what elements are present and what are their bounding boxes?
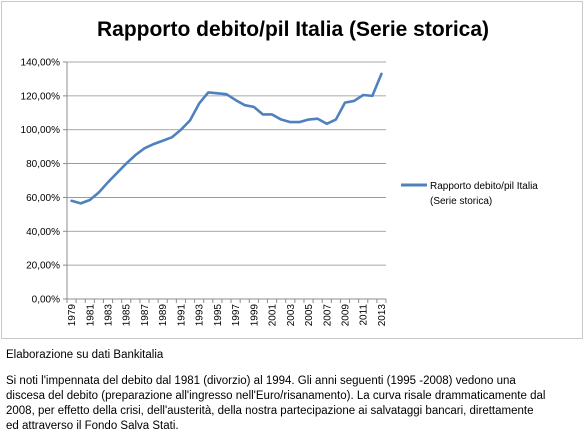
gridlines xyxy=(67,61,386,266)
x-tick-label: 1991 xyxy=(176,304,187,327)
caption: Si noti l'impennata del debito dal 1981 … xyxy=(6,374,582,434)
series-line xyxy=(70,72,383,205)
x-tick-label: 2003 xyxy=(286,304,297,327)
caption-line: 2008, per effetto della crisi, dell'aust… xyxy=(6,405,534,417)
y-tick-label: 140,00% xyxy=(21,58,61,69)
y-tick-label: 120,00% xyxy=(21,91,61,102)
x-tick-label: 1983 xyxy=(104,304,115,327)
legend-label-line-2: (Serie storica) xyxy=(430,196,492,207)
y-tick-label: 0,00% xyxy=(32,295,60,306)
y-tick-label: 40,00% xyxy=(26,227,60,238)
y-axis: 0,00% 20,00% 40,00% 60,00% 80,00% 100,00% 120,… xyxy=(21,58,68,306)
x-tick-label: 1989 xyxy=(158,304,169,327)
x-tick-label: 2007 xyxy=(322,304,333,327)
x-tick-label: 2009 xyxy=(340,304,351,327)
y-tick-label: 80,00% xyxy=(26,159,60,170)
legend: Rapporto debito/pil Italia (Serie storic… xyxy=(401,181,538,207)
y-tick-label: 20,00% xyxy=(26,261,60,272)
x-tick-label: 1993 xyxy=(195,304,206,327)
y-tick-label: 100,00% xyxy=(21,125,61,136)
series-layer xyxy=(70,72,383,205)
caption-line: ed attraverso il Fondo Salva Stati. xyxy=(6,420,179,432)
x-axis: 1979 1981 1983 1985 1987 1989 1991 1993 1995 1997… xyxy=(66,298,388,327)
x-tick-label: 1997 xyxy=(231,304,242,327)
x-tick-label: 2001 xyxy=(268,304,279,327)
x-tick-label: 2005 xyxy=(304,304,315,327)
x-tick-label: 1979 xyxy=(67,304,78,327)
y-tick-label: 60,00% xyxy=(26,193,60,204)
x-tick-label: 1987 xyxy=(140,304,151,327)
x-tick-label: 1981 xyxy=(85,304,96,327)
line-chart: Rapporto debito/pil Italia (Serie storic… xyxy=(21,18,539,327)
caption-line: Si noti l'impennata del debito dal 1981 … xyxy=(6,375,516,387)
chart-title: Rapporto debito/pil Italia (Serie storic… xyxy=(97,18,489,41)
legend-label-line-1: Rapporto debito/pil Italia xyxy=(430,181,538,192)
x-tick-label: 1999 xyxy=(249,304,260,327)
source-note: Elaborazione su dati Bankitalia xyxy=(6,349,164,361)
x-tick-label: 1995 xyxy=(213,304,224,327)
x-tick-label: 2011 xyxy=(359,304,370,326)
caption-line: discesa del debito (preparazione all'ing… xyxy=(6,390,546,402)
chart-frame: Rapporto debito/pil Italia (Serie storic… xyxy=(1,1,583,339)
x-tick-label: 1985 xyxy=(122,304,133,327)
x-tick-label: 2013 xyxy=(377,304,388,327)
